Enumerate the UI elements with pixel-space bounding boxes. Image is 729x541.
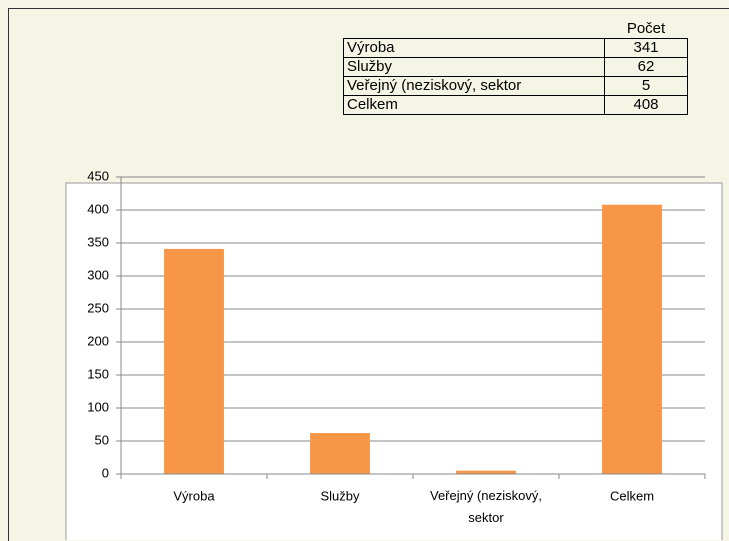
bar (164, 248, 224, 474)
table-row: Celkem 408 (343, 95, 688, 115)
y-tick-label: 200 (87, 333, 109, 348)
y-tick-label: 250 (87, 300, 109, 315)
y-tick-label: 350 (87, 234, 109, 249)
label-cell: Celkem (343, 95, 605, 115)
y-tick-label: 100 (87, 399, 109, 414)
y-tick-label: 400 (87, 201, 109, 216)
bar (456, 470, 516, 474)
table-row: Výroba 341 (343, 38, 688, 58)
x-tick-label: Veřejný (neziskový, sektor (430, 488, 542, 525)
y-tick-label: 0 (102, 465, 109, 480)
count-cell: 62 (604, 57, 688, 77)
y-tick-label: 50 (95, 432, 109, 447)
bar (602, 204, 662, 474)
y-tick-label: 300 (87, 267, 109, 282)
x-tick-label: Výroba (173, 488, 215, 503)
x-tick-label: Celkem (610, 488, 654, 503)
column-header: Počet (626, 20, 666, 37)
count-cell: 408 (604, 95, 688, 115)
bar (310, 433, 370, 474)
x-tick-label: Služby (320, 488, 360, 503)
y-tick-label: 150 (87, 366, 109, 381)
y-tick-label: 450 (87, 168, 109, 183)
count-cell: 341 (604, 38, 688, 58)
sheet-frame (8, 8, 729, 541)
data-table: Počet Výroba 341 Služby 62 Veřejný (neziskov… (343, 20, 688, 115)
